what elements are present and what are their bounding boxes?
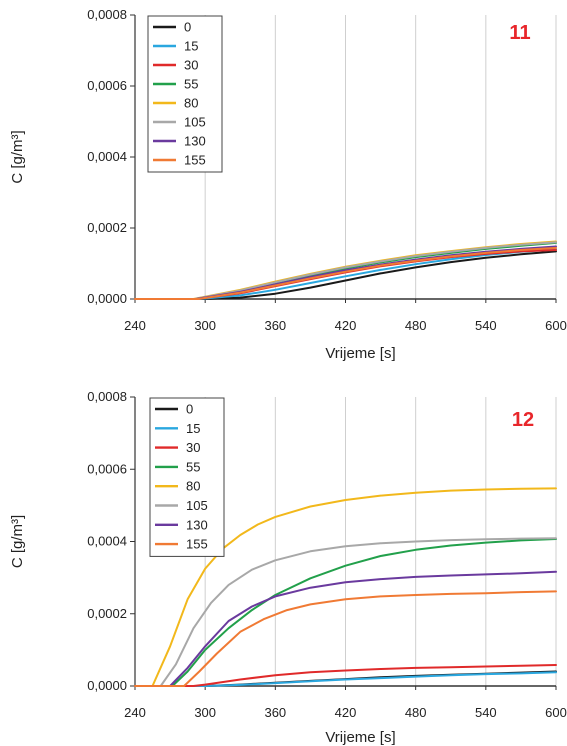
series-line-0 (134, 250, 557, 300)
x-tick-label: 600 (545, 318, 567, 333)
legend-label-15: 15 (184, 39, 198, 54)
y-tick-label: 0,0008 (87, 389, 127, 404)
series-line-55 (134, 538, 557, 687)
series-line-80 (134, 487, 557, 687)
legend-label-80: 80 (186, 479, 200, 494)
x-tick-label: 480 (405, 705, 427, 720)
x-tick-label: 300 (194, 318, 216, 333)
y-axis-title: C [g/m³] (9, 130, 26, 183)
legend-label-105: 105 (184, 115, 206, 130)
y-tick-label: 0,0000 (87, 678, 127, 693)
series-line-30 (134, 664, 557, 687)
series-line-105 (134, 537, 557, 687)
legend-box (149, 397, 225, 557)
y-tick-label: 0,0004 (87, 149, 127, 164)
legend-label-130: 130 (184, 134, 206, 149)
series-line-130 (134, 570, 557, 687)
y-axis-title: C [g/m³] (9, 515, 26, 568)
legend-label-55: 55 (184, 77, 198, 92)
y-tick-label: 0,0008 (87, 7, 127, 22)
legend-label-0: 0 (186, 402, 193, 417)
legend-label-105: 105 (186, 498, 208, 513)
x-tick-label: 240 (124, 318, 146, 333)
x-tick-label: 240 (124, 705, 146, 720)
legend-label-80: 80 (184, 96, 198, 111)
x-tick-label: 360 (264, 705, 286, 720)
panel-label: 11 (509, 22, 530, 44)
legend-label-30: 30 (184, 58, 198, 73)
y-tick-label: 0,0002 (87, 220, 127, 235)
series-line-155 (134, 590, 557, 687)
series-line-155 (134, 246, 557, 300)
y-tick-label: 0,0002 (87, 606, 127, 621)
x-tick-label: 600 (545, 705, 567, 720)
x-tick-label: 300 (194, 705, 216, 720)
x-tick-label: 420 (335, 318, 357, 333)
legend-label-55: 55 (186, 459, 200, 474)
legend-label-15: 15 (186, 421, 200, 436)
series-line-105 (134, 241, 557, 300)
panel-label: 12 (512, 409, 534, 431)
x-axis-title: Vrijeme [s] (325, 729, 395, 746)
legend-label-130: 130 (186, 517, 208, 532)
legend-label-30: 30 (186, 440, 200, 455)
y-tick-label: 0,0004 (87, 534, 127, 549)
legend-label-0: 0 (184, 20, 191, 35)
y-tick-label: 0,0006 (87, 461, 127, 476)
x-tick-label: 360 (264, 318, 286, 333)
legend-label-155: 155 (186, 537, 208, 552)
legend-label-155: 155 (184, 153, 206, 168)
x-tick-label: 420 (335, 705, 357, 720)
y-tick-label: 0,0006 (87, 78, 127, 93)
x-axis-title: Vrijeme [s] (325, 345, 395, 362)
legend-box (147, 15, 223, 173)
x-tick-label: 480 (405, 318, 427, 333)
series-line-15 (134, 671, 557, 687)
x-tick-label: 540 (475, 705, 497, 720)
y-tick-label: 0,0000 (87, 291, 127, 306)
x-tick-label: 540 (475, 318, 497, 333)
